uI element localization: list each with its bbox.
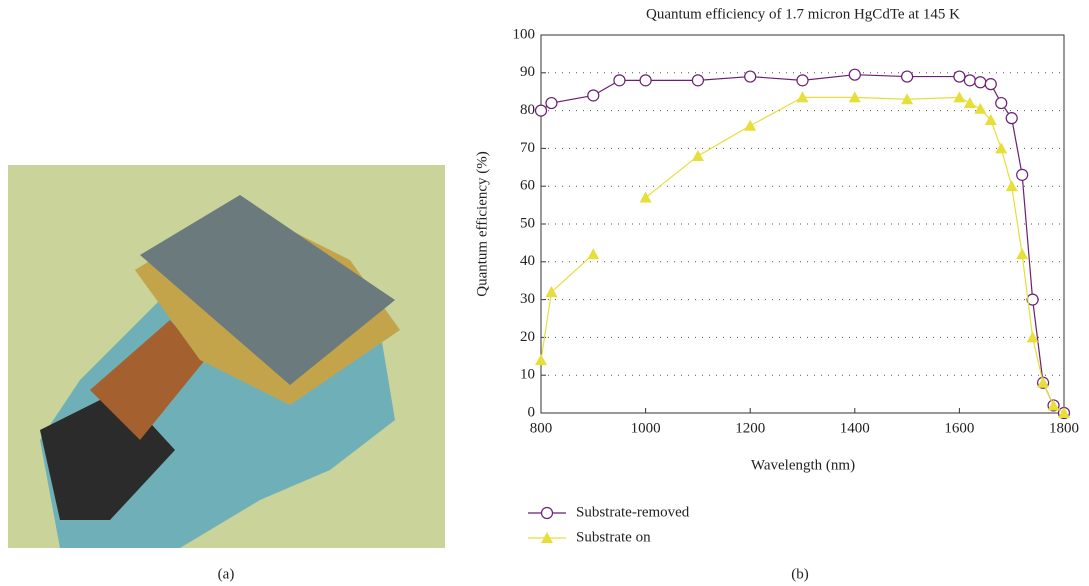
y-axis-label: Quantum efficiency (%)	[474, 151, 490, 297]
data-point	[953, 91, 966, 103]
data-point	[1005, 112, 1018, 125]
x-tick-label: 1600	[944, 420, 974, 436]
data-point	[984, 114, 997, 126]
data-point	[963, 97, 976, 109]
x-tick-label: 1200	[735, 420, 765, 436]
series-line	[540, 74, 1065, 414]
x-tick-label: 1800	[1049, 420, 1079, 436]
photo	[8, 165, 445, 548]
data-point	[901, 93, 914, 105]
data-point	[995, 142, 1008, 154]
legend-label: Substrate on	[576, 529, 651, 545]
y-tick-label: 100	[513, 26, 536, 42]
data-point	[848, 91, 861, 103]
data-point	[953, 70, 966, 83]
data-point	[639, 74, 652, 87]
legend-marker	[540, 506, 554, 520]
x-axis-label: Wavelength (nm)	[751, 457, 855, 473]
detector-surface	[140, 195, 395, 385]
y-tick-label: 0	[528, 404, 536, 420]
data-point	[1016, 168, 1029, 181]
data-point	[848, 68, 861, 81]
data-point	[613, 74, 626, 87]
data-point	[639, 191, 652, 203]
data-point	[587, 89, 600, 102]
data-point	[587, 248, 600, 260]
flex-cable	[90, 320, 205, 440]
data-point	[744, 119, 757, 131]
y-tick-label: 90	[520, 64, 535, 80]
data-point	[1037, 376, 1050, 388]
data-point	[545, 286, 558, 298]
data-point	[691, 74, 705, 87]
data-point	[534, 104, 548, 117]
data-point	[974, 102, 987, 114]
y-tick-label: 70	[520, 140, 535, 156]
data-point	[796, 91, 809, 103]
data-point	[900, 70, 914, 83]
y-tick-label: 10	[520, 367, 535, 383]
data-point	[796, 74, 809, 87]
x-tick-label: 1400	[840, 420, 870, 436]
data-point	[691, 149, 704, 161]
data-point	[1016, 248, 1029, 260]
data-point	[963, 74, 976, 87]
data-point	[1058, 407, 1070, 418]
y-tick-label: 40	[520, 253, 535, 269]
caption: (b)	[791, 566, 809, 582]
y-tick-label: 20	[520, 329, 535, 345]
data-point	[1005, 180, 1018, 192]
y-tick-label: 30	[520, 291, 535, 307]
legend-marker	[541, 532, 553, 543]
data-point	[984, 78, 997, 91]
chart-title: Quantum efficiency of 1.7 micron HgCdTe …	[646, 6, 960, 22]
data-point	[535, 354, 547, 366]
data-point	[1026, 293, 1039, 306]
data-point	[974, 76, 987, 89]
caption: (a)	[218, 566, 235, 582]
data-point	[744, 70, 757, 83]
series-line	[540, 96, 1065, 414]
y-tick-label: 60	[520, 178, 535, 194]
y-tick-label: 50	[520, 215, 535, 231]
data-point	[995, 96, 1008, 110]
data-point	[1026, 331, 1039, 343]
data-point	[545, 96, 558, 110]
data-point	[1047, 399, 1060, 411]
x-tick-label: 800	[530, 420, 553, 436]
legend-label: Substrate-removed	[576, 504, 690, 520]
x-tick-label: 1000	[631, 420, 661, 436]
y-tick-label: 80	[520, 102, 535, 118]
